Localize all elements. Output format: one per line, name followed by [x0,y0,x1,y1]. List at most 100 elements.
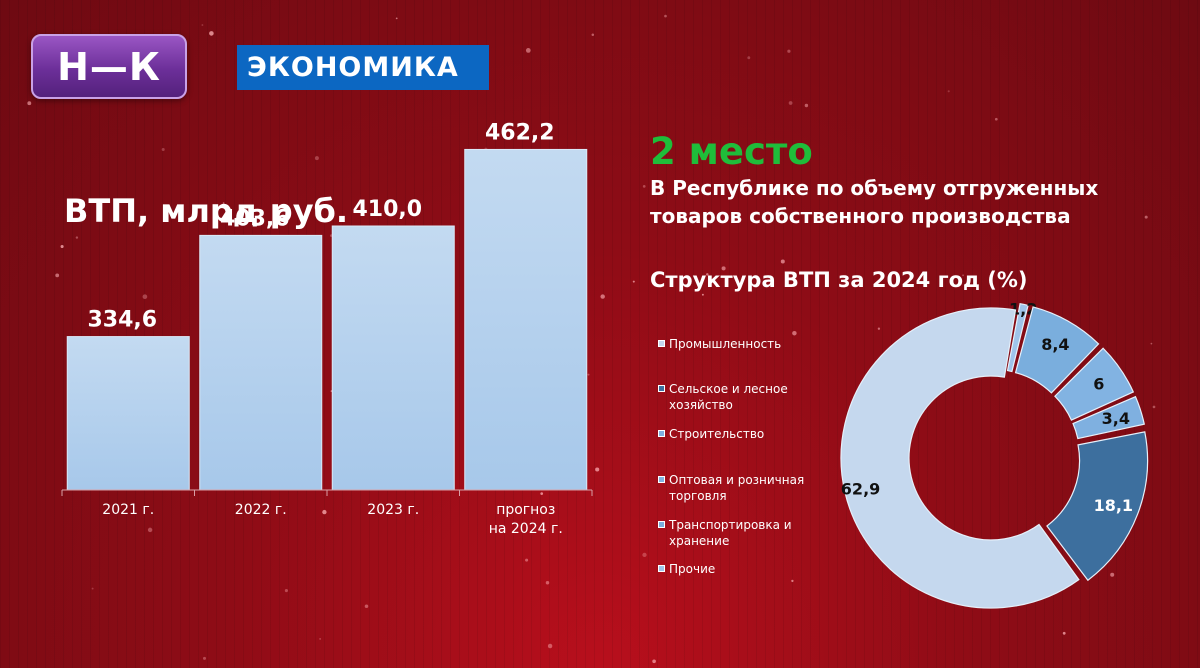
bar-category-label: 2023 г. [367,502,419,518]
donut-slice [840,307,1080,609]
legend-item: Оптовая и розничная торговля [658,472,828,504]
sparkle [587,373,590,376]
bar-category-label: 2022 г. [235,502,287,518]
donut-slice [1006,303,1029,373]
sparkle [209,31,214,36]
sparkle [540,492,544,495]
donut-value-label: 6 [1093,375,1104,394]
bar-category-label: 2021 г. [102,502,154,518]
sparkle [721,266,726,271]
legend-swatch [658,565,665,572]
bar-chart: 334,6 2021 г. 403,6 2022 г. 410,0 2023 г. 462,… [61,120,593,537]
section-tag: ЭКОНОМИКА [237,45,489,90]
donut-value-label: 3,4 [1102,409,1130,428]
sparkle [706,273,709,276]
sparkle [319,638,321,640]
legend-swatch [658,476,665,483]
sparkle [787,49,791,53]
donut-value-label: 62,9 [841,480,880,499]
sparkle [877,327,881,330]
legend-swatch [658,521,665,528]
sparkle [600,294,605,299]
sparkle [788,101,793,105]
sparkle [652,659,656,664]
donut-slice [1072,395,1145,440]
legend-swatch [658,385,665,392]
sparkle [222,202,225,204]
sparkle [314,156,319,161]
sparkle [284,589,288,593]
sparkle [780,259,785,264]
bar-4 [464,148,588,491]
legend-item: Транспортировка и хранение [658,517,828,549]
donut-slice [1014,306,1100,394]
donut-value-label: 1,2 [1009,299,1037,318]
sparkle [701,293,704,296]
sparkle [525,558,529,562]
legend-swatch [658,430,665,437]
sparkle [747,56,751,60]
sparkle [1150,342,1153,345]
sparkle [161,147,165,152]
rank-value: 2 место [650,130,813,173]
sparkle [591,33,595,37]
sparkle [547,643,553,649]
sparkle [147,527,153,533]
sparkle [91,587,94,590]
legend-label: Транспортировка и хранение [669,518,792,548]
sparkle [545,580,550,585]
bar-1 [66,336,190,491]
bar-chart-title: ВТП, млрд руб. [64,192,349,230]
sparkle [55,273,60,278]
sparkle [525,48,531,53]
sparkle [804,103,809,108]
sparkle [994,117,998,121]
sparkle [201,24,204,26]
sparkle [60,244,64,249]
sparkle [791,579,794,583]
donut-value-label: 18,1 [1094,496,1133,515]
donut-chart-title: Структура ВТП за 2024 год (%) [650,268,1028,292]
sparkle [1144,215,1148,219]
legend-label: Промышленность [669,337,782,351]
sparkle [364,604,369,609]
legend-item: Сельское и лесное хозяйство [658,381,828,413]
sparkle [322,509,327,515]
sparkle [664,14,667,18]
sparkle [1110,572,1115,577]
logo: Н—К [31,34,187,99]
legend-item: Прочие [658,561,828,577]
legend-label: Оптовая и розничная торговля [669,473,805,503]
bar-value-label: 334,6 [87,308,157,333]
rank-description: В Республике по объему отгруженных товар… [650,176,1099,228]
bar-2 [199,234,323,491]
bar-value-label: 462,2 [485,120,555,145]
legend-label: Прочие [669,562,716,576]
legend-label: Строительство [669,427,765,441]
sparkle [142,294,148,300]
legend-swatch [658,340,665,347]
sparkle [947,90,950,93]
legend-item: Строительство [658,426,828,442]
bar-value-label: 410,0 [352,197,422,222]
sparkle [642,185,646,188]
legend-label: Сельское и лесное хозяйство [669,382,788,412]
sparkle [655,219,658,222]
sparkle [27,101,32,106]
sparkle [595,467,600,472]
bar-category-label: на 2024 г. [489,521,563,537]
donut-value-label: 8,4 [1041,335,1069,354]
sparkle [395,17,398,20]
sparkle [1062,631,1066,635]
sparkle [1152,405,1156,409]
donut-slice [1054,347,1135,421]
sparkle [962,274,965,277]
bar-category-label: прогноз [496,502,555,518]
legend-item: Промышленность [658,336,828,352]
bar-value-label: 403,6 [220,206,290,231]
sparkle [202,656,207,660]
sparkle [792,330,797,336]
sparkle [632,280,635,283]
sparkle [75,236,79,239]
